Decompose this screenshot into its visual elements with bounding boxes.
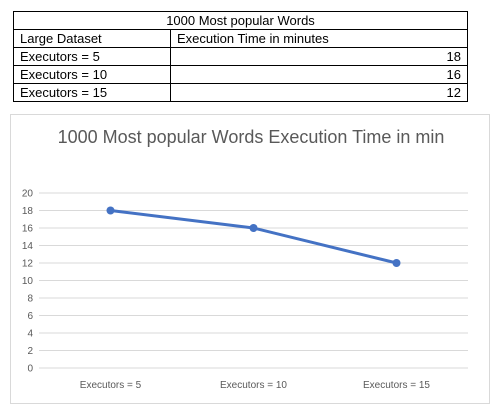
y-tick-label: 8: [27, 294, 33, 305]
table-row: Executors = 15 12: [13, 83, 468, 102]
row-value: 18: [170, 47, 468, 66]
row-label: Executors = 15: [13, 83, 171, 102]
chart-plot: 0 2 4 6 8 10 12 14 16 18 20 Executors = 5 Executors …: [22, 189, 468, 391]
y-tick-label: 0: [27, 364, 33, 375]
chart-title: 1000 Most popular Words Execution Time i…: [57, 127, 445, 147]
y-tick-label: 18: [22, 206, 34, 217]
row-label: Executors = 5: [13, 47, 171, 66]
table-row: Executors = 5 18: [13, 47, 468, 66]
y-tick-label: 20: [22, 189, 34, 200]
table-header-row: Large Dataset Execution Time in minutes: [13, 29, 468, 48]
x-tick-label: Executors = 15: [363, 380, 430, 391]
data-point: [249, 224, 258, 232]
column-header: Execution Time in minutes: [170, 29, 468, 48]
y-tick-label: 2: [27, 346, 33, 357]
data-point: [106, 206, 115, 215]
row-value: 16: [170, 65, 468, 84]
y-tick-label: 6: [27, 311, 33, 322]
data-point: [392, 259, 401, 267]
y-tick-label: 10: [22, 276, 34, 287]
table-title-row: 1000 Most popular Words: [13, 11, 468, 30]
line-chart: 1000 Most popular Words Execution Time i…: [10, 114, 490, 404]
table-row: Executors = 10 16: [13, 65, 468, 84]
data-table: 1000 Most popular Words Large Dataset Ex…: [13, 11, 468, 102]
x-tick-label: Executors = 10: [220, 380, 287, 391]
column-header: Large Dataset: [13, 29, 171, 48]
x-tick-label: Executors = 5: [80, 380, 142, 391]
y-tick-label: 4: [27, 329, 33, 340]
series-line: [110, 209, 397, 265]
y-tick-label: 16: [22, 224, 34, 235]
table-title: 1000 Most popular Words: [13, 11, 468, 30]
row-label: Executors = 10: [13, 65, 171, 84]
y-tick-label: 12: [22, 259, 34, 270]
y-tick-label: 14: [22, 241, 34, 252]
row-value: 12: [170, 83, 468, 102]
